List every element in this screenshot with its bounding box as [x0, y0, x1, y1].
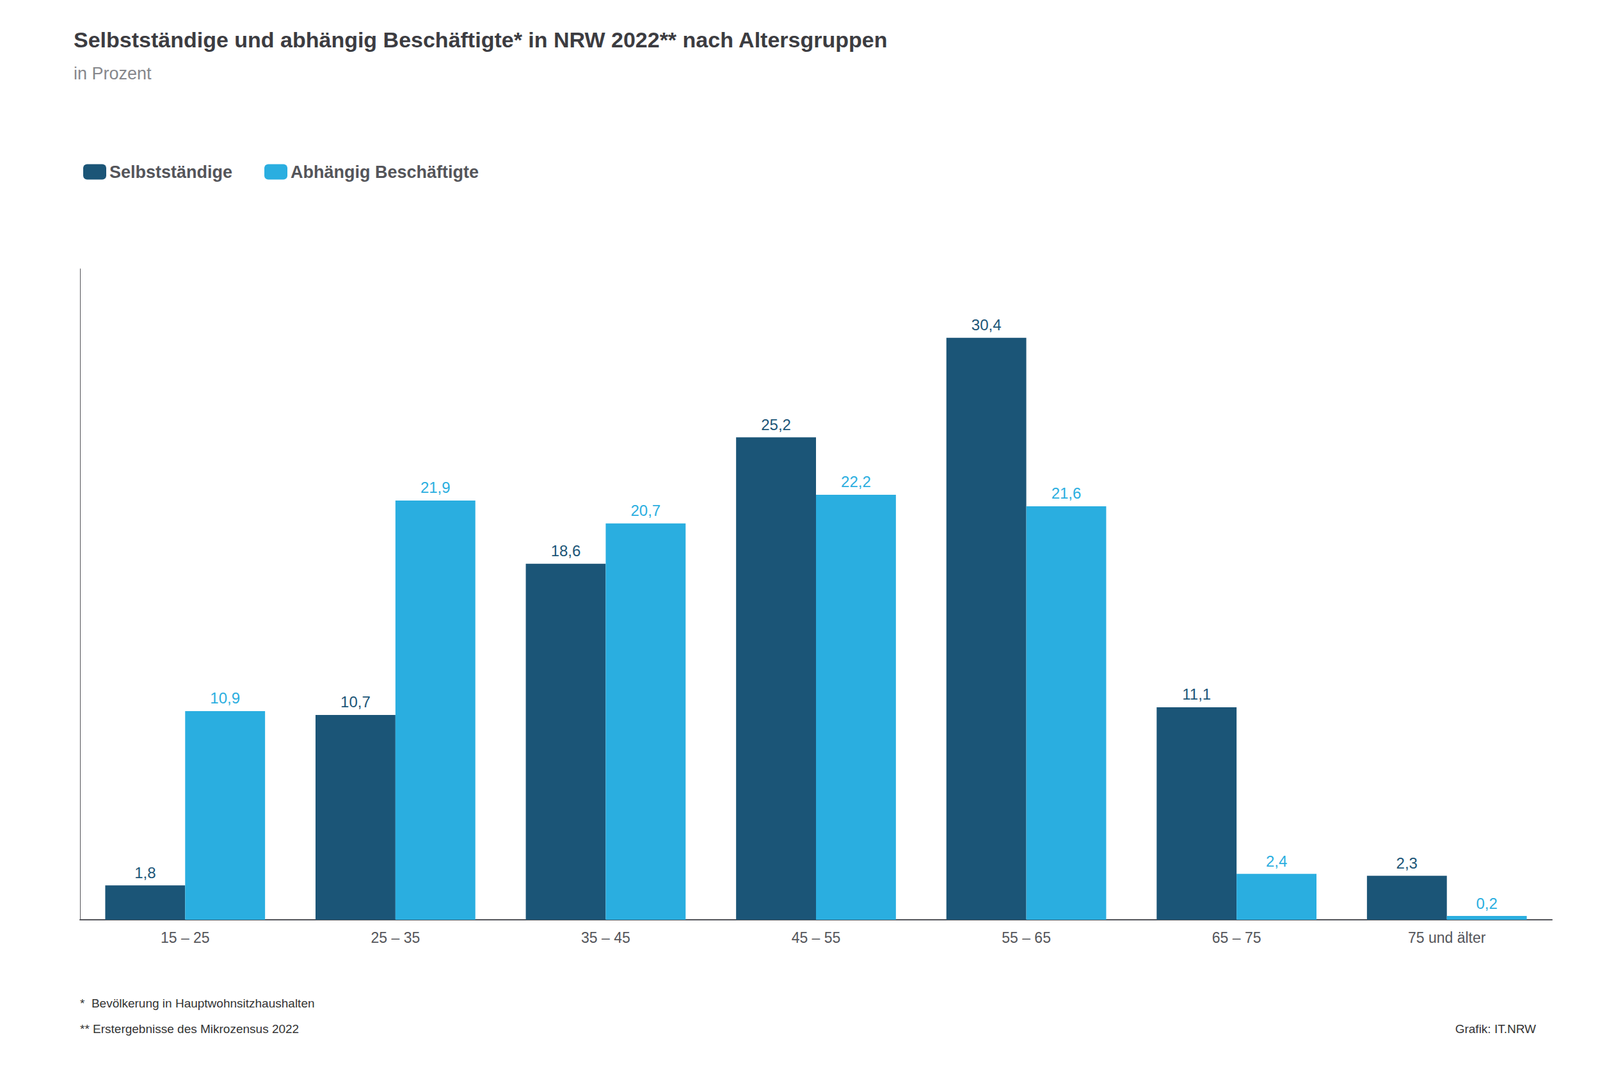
- svg-text:30,4: 30,4: [971, 316, 1002, 334]
- svg-text:18,6: 18,6: [551, 542, 582, 560]
- svg-text:45 – 55: 45 – 55: [791, 929, 841, 946]
- svg-text:25,2: 25,2: [760, 416, 792, 434]
- svg-text:** Erstergebnisse des Mikrozen: ** Erstergebnisse des Mikrozensus 2022: [80, 1022, 299, 1036]
- svg-text:35 – 45: 35 – 45: [581, 929, 631, 946]
- svg-text:Selbstständige: Selbstständige: [109, 162, 233, 182]
- svg-text:in Prozent: in Prozent: [73, 64, 152, 84]
- svg-text:1,8: 1,8: [134, 864, 156, 882]
- svg-text:25 – 35: 25 – 35: [370, 929, 420, 946]
- svg-text:55 – 65: 55 – 65: [1001, 929, 1051, 946]
- svg-text:Grafik: IT.NRW: Grafik: IT.NRW: [1455, 1022, 1536, 1036]
- svg-text:Selbstständige und abhängig Be: Selbstständige und abhängig Beschäftigte…: [73, 27, 888, 52]
- svg-text:22,2: 22,2: [840, 472, 872, 491]
- svg-text:65 – 75: 65 – 75: [1212, 929, 1262, 946]
- svg-text:11,1: 11,1: [1182, 685, 1211, 703]
- svg-text:15 – 25: 15 – 25: [160, 929, 210, 946]
- svg-text:* Bevölkerung in Hauptwohnsit: * Bevölkerung in Hauptwohnsitzhaushalten: [80, 996, 315, 1010]
- svg-text:10,7: 10,7: [340, 693, 371, 711]
- svg-text:20,7: 20,7: [630, 501, 661, 520]
- svg-text:0,2: 0,2: [1475, 894, 1497, 912]
- svg-text:10,9: 10,9: [209, 689, 240, 707]
- svg-text:2,3: 2,3: [1396, 854, 1418, 872]
- svg-text:21,9: 21,9: [420, 478, 451, 496]
- svg-text:Abhängig Beschäftigte: Abhängig Beschäftigte: [290, 162, 479, 182]
- svg-text:21,6: 21,6: [1051, 484, 1082, 502]
- svg-text:2,4: 2,4: [1265, 852, 1288, 870]
- svg-text:75 und älter: 75 und älter: [1408, 929, 1487, 946]
